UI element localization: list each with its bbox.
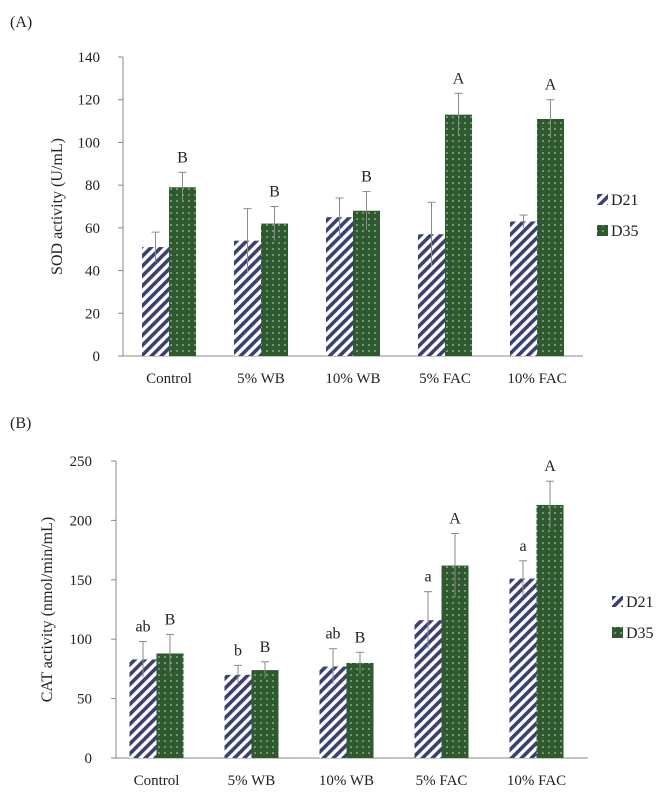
bar-d35: [251, 670, 279, 758]
bar-d21: [224, 674, 252, 758]
x-tick-label: 5% FAC: [416, 773, 468, 789]
y-tick-label: 20: [85, 306, 100, 322]
significance-letter: ab: [135, 619, 150, 636]
legend-label: D35: [626, 625, 654, 642]
significance-letter: B: [165, 611, 176, 628]
x-tick-label: 5% WB: [237, 371, 285, 387]
x-tick-label: Control: [146, 371, 192, 387]
bar-d35: [346, 662, 374, 758]
legend-swatch-d21: [597, 194, 608, 205]
bar-d21: [509, 578, 537, 758]
y-tick-label: 100: [78, 135, 101, 151]
significance-letter: B: [355, 629, 366, 646]
significance-letter: B: [177, 149, 188, 166]
y-tick-label: 60: [85, 221, 100, 237]
bar-d21: [142, 247, 169, 356]
significance-letter: a: [424, 569, 431, 586]
bar-d21: [510, 221, 537, 356]
bar-d35: [353, 210, 380, 356]
bar-d21: [326, 217, 353, 356]
y-tick-label: 0: [93, 349, 101, 365]
bar-d35: [169, 187, 196, 356]
y-tick-label: 250: [70, 454, 93, 470]
y-tick-label: 140: [78, 50, 101, 66]
panel-label: (B): [10, 415, 31, 432]
significance-letter: A: [545, 77, 557, 94]
y-tick-label: 80: [85, 178, 100, 194]
legend-label: D21: [626, 594, 654, 611]
significance-letter: b: [234, 642, 242, 659]
chart-cat: (B) 0 50 100 150 200 250 CAT activity (nmol/min…: [10, 415, 654, 789]
y-tick-label: 0: [85, 751, 93, 767]
significance-letter: ab: [325, 626, 340, 643]
significance-letter: A: [544, 458, 556, 475]
bar-d35: [261, 223, 288, 356]
significance-letter: A: [453, 70, 465, 87]
x-tick-label: 5% FAC: [419, 371, 471, 387]
legend-label: D35: [611, 223, 639, 240]
x-tick-label: 10% WB: [325, 371, 380, 387]
legend-swatch-d35: [612, 627, 623, 638]
legend-label: D21: [611, 192, 639, 209]
x-tick-label: 10% FAC: [507, 773, 566, 789]
y-axis-label: SOD activity (U/mL): [49, 138, 66, 275]
bar-d35: [445, 114, 472, 357]
x-tick-label: 10% FAC: [507, 371, 566, 387]
x-tick-label: 10% WB: [319, 773, 374, 789]
legend-swatch-d21: [612, 596, 623, 607]
significance-letter: A: [449, 510, 461, 527]
significance-letter: B: [361, 169, 372, 186]
significance-letter: B: [260, 639, 271, 656]
bar-d35: [537, 118, 564, 356]
chart-sod: (A) 0 20 40 60 80 100 120 140 SOD activity (U/mL)…: [10, 14, 639, 387]
panel-label: (A): [10, 14, 32, 31]
significance-letter: B: [269, 184, 280, 201]
x-tick-label: 5% WB: [228, 773, 276, 789]
y-tick-label: 50: [77, 692, 92, 708]
y-tick-label: 100: [70, 632, 93, 648]
y-tick-label: 40: [85, 264, 100, 280]
bar-d35: [536, 504, 564, 758]
significance-letter: a: [519, 538, 526, 555]
x-tick-label: Control: [134, 773, 180, 789]
y-tick-label: 120: [78, 93, 101, 109]
y-axis-label: CAT activity (nmol/min/mL): [39, 517, 56, 702]
y-tick-label: 200: [70, 513, 93, 529]
y-tick-label: 150: [70, 573, 93, 589]
legend-swatch-d35: [597, 225, 608, 236]
